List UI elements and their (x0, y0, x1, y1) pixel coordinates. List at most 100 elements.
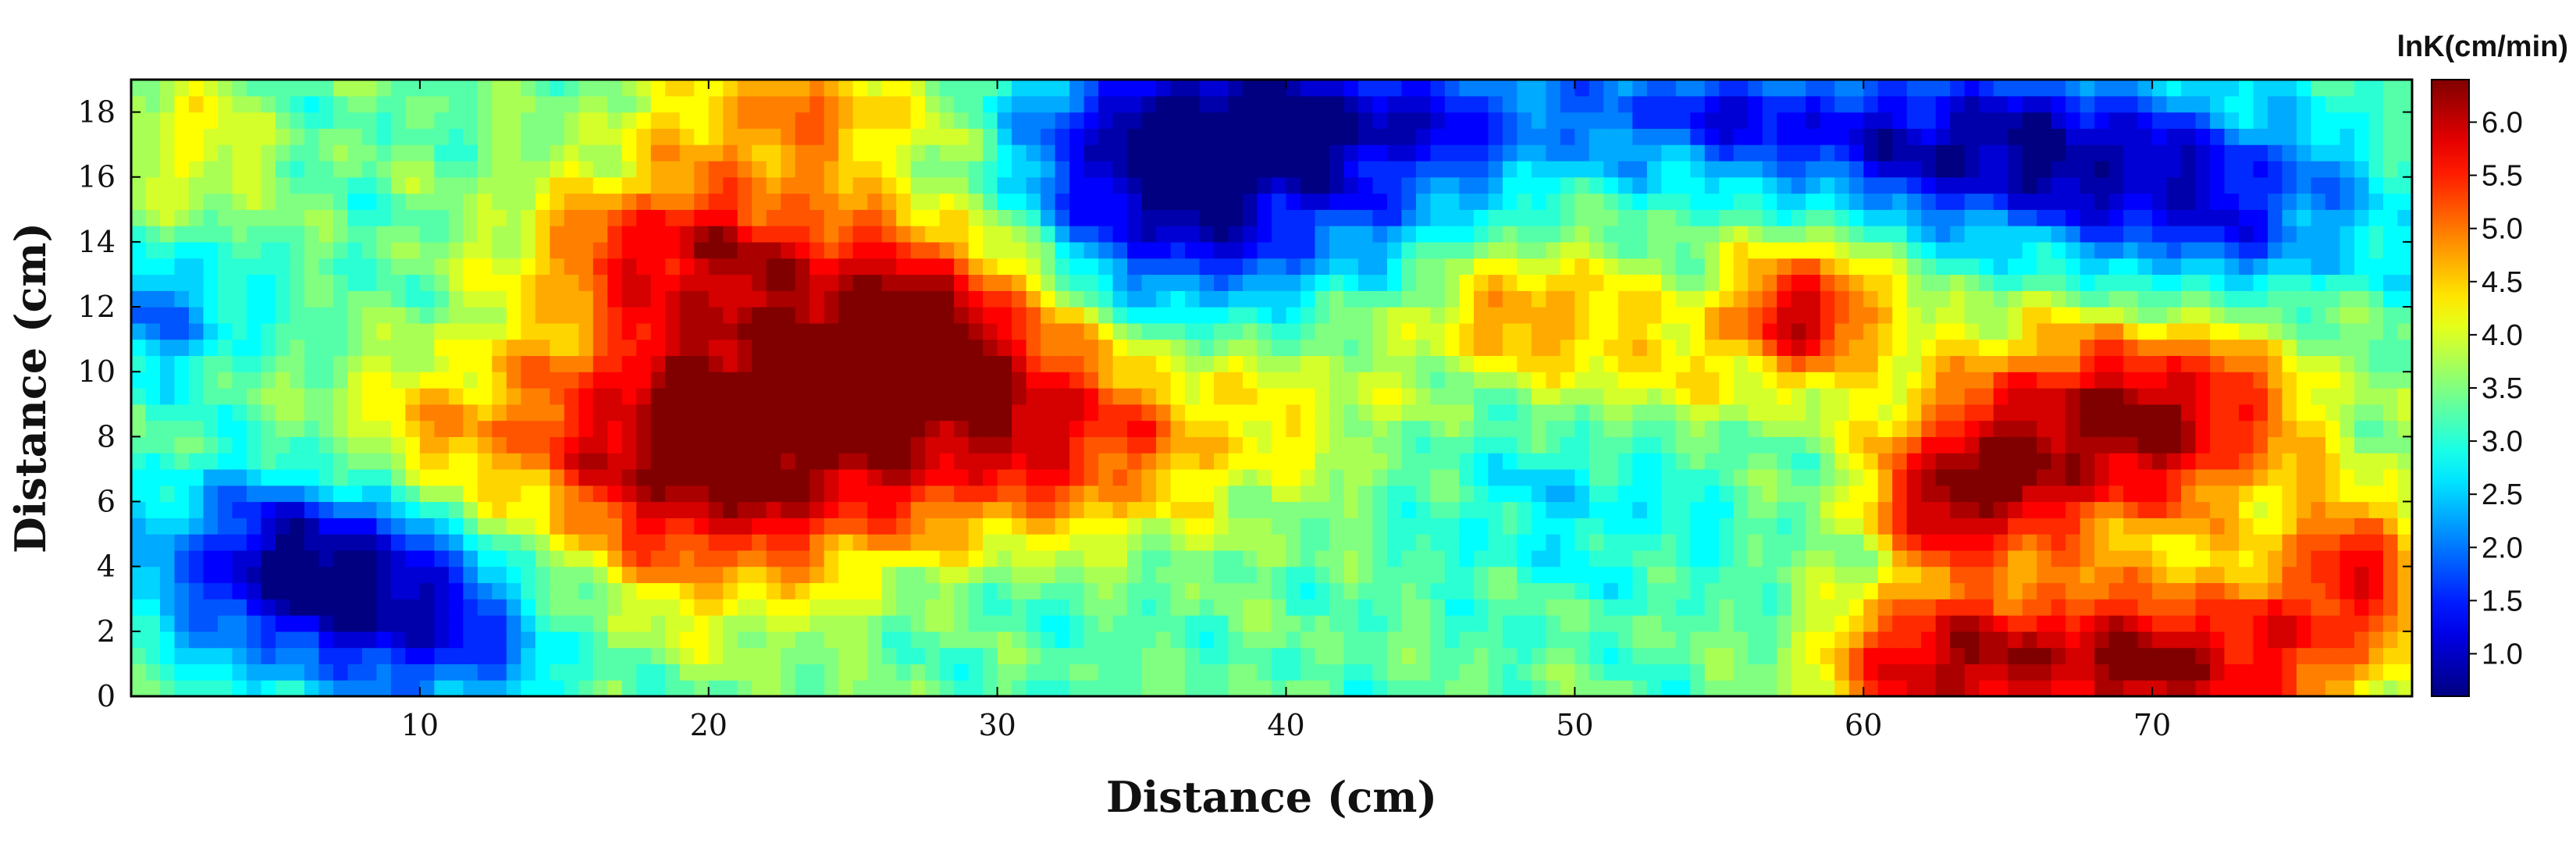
heatmap-cell (1127, 420, 1143, 437)
heatmap-cell (477, 453, 493, 470)
heatmap-cell (1185, 226, 1201, 243)
heatmap-cell (203, 80, 219, 97)
heatmap-cell (1055, 258, 1070, 276)
heatmap-cell (1748, 599, 1763, 616)
heatmap-cell (232, 534, 247, 551)
heatmap-cell (1617, 193, 1633, 210)
heatmap-cell (607, 144, 623, 162)
heatmap-cell (824, 680, 839, 697)
heatmap-cell (665, 631, 681, 649)
heatmap-cell (723, 241, 738, 259)
heatmap-cell (1315, 241, 1330, 259)
heatmap-cell (1834, 631, 1850, 649)
heatmap-cell (550, 339, 565, 357)
heatmap-cell (1488, 582, 1503, 599)
heatmap-cell (1935, 160, 1951, 178)
heatmap-cell (1675, 468, 1691, 486)
heatmap-cell (477, 355, 493, 372)
heatmap-cell (1156, 404, 1172, 422)
heatmap-cell (1546, 322, 1561, 340)
heatmap-cell (1877, 226, 1893, 243)
heatmap-cell (1935, 404, 1951, 422)
heatmap-cell (838, 209, 854, 226)
heatmap-cell (1459, 518, 1475, 535)
heatmap-cell (203, 534, 219, 551)
heatmap-cell (1791, 550, 1806, 567)
heatmap-cell (261, 420, 276, 437)
heatmap-cell (592, 355, 608, 372)
heatmap-cell (896, 372, 912, 389)
heatmap-cell (1762, 599, 1777, 616)
heatmap-cell (477, 290, 493, 308)
heatmap-cell (1820, 388, 1835, 405)
heatmap-cell (2022, 615, 2037, 632)
heatmap-cell (1272, 307, 1287, 324)
heatmap-cell (592, 501, 608, 518)
heatmap-cell (232, 468, 247, 486)
heatmap-cell (1430, 518, 1446, 535)
heatmap-cell (1877, 128, 1893, 145)
heatmap-cell (1617, 144, 1633, 162)
heatmap-cell (304, 372, 320, 389)
heatmap-cell (694, 550, 710, 567)
heatmap-cell (1357, 193, 1374, 210)
heatmap-cell (968, 193, 984, 210)
heatmap-cell (578, 290, 594, 308)
heatmap-cell (1877, 534, 1893, 551)
heatmap-cell (910, 501, 926, 518)
heatmap-cell (636, 615, 652, 632)
heatmap-cell (1257, 420, 1272, 437)
heatmap-cell (1041, 307, 1056, 324)
heatmap-cell (1777, 534, 1792, 551)
heatmap-cell (1560, 485, 1575, 503)
heatmap-cell (1444, 582, 1461, 599)
heatmap-cell (1546, 582, 1561, 599)
heatmap-cell (1199, 128, 1215, 145)
heatmap-cell (1877, 241, 1893, 259)
heatmap-cell (232, 501, 247, 518)
heatmap-cell (261, 226, 276, 243)
heatmap-cell (1646, 241, 1662, 259)
heatmap-cell (1546, 453, 1561, 470)
heatmap-cell (1906, 339, 1922, 357)
heatmap-cell (2022, 534, 2037, 551)
heatmap-cell (852, 290, 868, 308)
heatmap-cell (1863, 485, 1879, 503)
heatmap-cell (1748, 550, 1763, 567)
heatmap-cell (1069, 95, 1085, 113)
heatmap-cell (983, 307, 998, 324)
heatmap-cell (1329, 372, 1345, 389)
heatmap-cell (1834, 274, 1850, 291)
heatmap-cell (939, 95, 955, 113)
heatmap-cell (679, 274, 695, 291)
heatmap-cell (1170, 485, 1186, 503)
heatmap-cell (492, 128, 507, 145)
heatmap-cell (1228, 566, 1244, 584)
heatmap-cell (217, 226, 233, 243)
heatmap-cell (781, 534, 796, 551)
heatmap-cell (564, 307, 579, 324)
heatmap-cell (1603, 176, 1619, 194)
heatmap-cell (679, 663, 695, 681)
heatmap-cell (1603, 209, 1619, 226)
heatmap-cell (1199, 599, 1215, 616)
heatmap-cell (1401, 534, 1417, 551)
heatmap-cell (592, 453, 608, 470)
heatmap-cell (1704, 388, 1720, 405)
heatmap-cell (275, 599, 291, 616)
heatmap-cell (1257, 468, 1272, 486)
heatmap-cell (578, 485, 594, 503)
heatmap-cell (290, 501, 305, 518)
heatmap-cell (1719, 274, 1735, 291)
heatmap-cell (1517, 209, 1532, 226)
heatmap-cell (492, 193, 507, 210)
heatmap-cell (1502, 258, 1517, 276)
heatmap-cell (304, 128, 320, 145)
heatmap-cell (1935, 453, 1951, 470)
heatmap-cell (564, 631, 579, 649)
heatmap-cell (1141, 80, 1157, 97)
heatmap-cell (1950, 258, 1966, 276)
heatmap-cell (1589, 290, 1604, 308)
heatmap-cell (1185, 209, 1201, 226)
heatmap-cell (2008, 95, 2023, 113)
